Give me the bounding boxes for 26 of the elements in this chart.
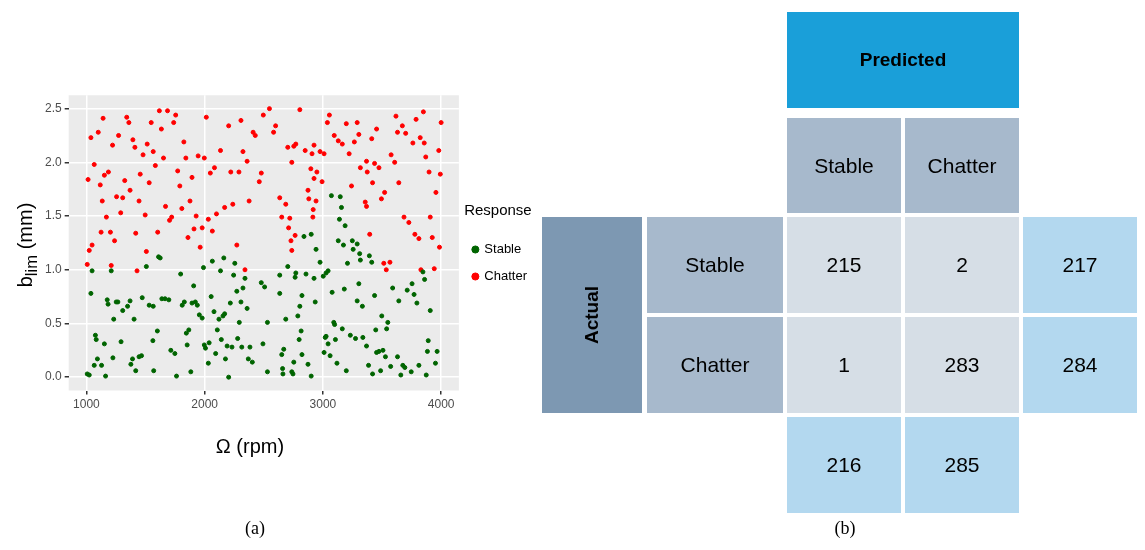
data-label: 217	[1023, 217, 1137, 313]
text: (a)	[245, 518, 265, 539]
data-label: 283	[905, 317, 1019, 413]
data-label: 285	[905, 417, 1019, 513]
y-tick-label: 2.5	[44, 100, 62, 115]
y-axis-title: Actual	[580, 285, 603, 345]
y-tick-label: 2.0	[44, 154, 62, 169]
x-tick-label: 4000	[427, 397, 455, 412]
data-label: 216	[787, 417, 901, 513]
x-tick-label: 2000	[191, 397, 219, 412]
x-axis-title: Predicted	[787, 12, 1019, 108]
y-tick-label: 1.0	[44, 262, 62, 277]
x-tick-label: 1000	[73, 397, 101, 412]
y-tick-label: 0.5	[44, 315, 62, 330]
text: (b)	[834, 518, 856, 539]
y-tick-label: 0.0	[44, 369, 62, 384]
data-label: 1	[787, 317, 901, 413]
legend-label: Chatter	[484, 268, 528, 284]
data-label: 215	[787, 217, 901, 313]
legend-label: Stable	[484, 241, 522, 257]
y-tick-label: 1.5	[44, 208, 62, 223]
data-label: 2	[905, 217, 1019, 313]
legend-title: Response	[464, 200, 532, 218]
x-axis-title: Ω (rpm)	[215, 435, 285, 458]
data-label: 284	[1023, 317, 1137, 413]
x-tick-label: 3000	[309, 397, 337, 412]
